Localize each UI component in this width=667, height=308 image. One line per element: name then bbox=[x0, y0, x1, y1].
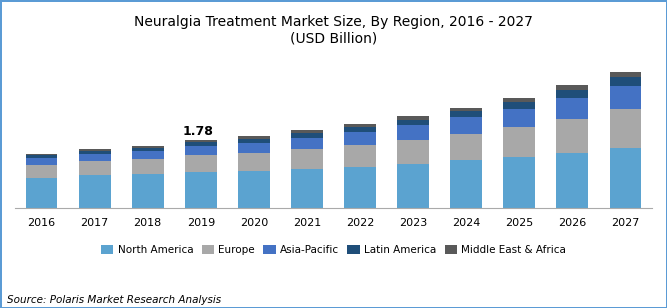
Bar bbox=[132, 151, 163, 159]
Bar bbox=[238, 171, 269, 208]
Bar bbox=[132, 146, 163, 148]
Bar bbox=[291, 130, 323, 133]
Bar bbox=[344, 132, 376, 145]
Bar bbox=[185, 172, 217, 208]
Bar bbox=[79, 154, 111, 161]
Bar bbox=[504, 157, 535, 208]
Bar bbox=[344, 167, 376, 208]
Text: Source: Polaris Market Research Analysis: Source: Polaris Market Research Analysis bbox=[7, 295, 221, 305]
Bar bbox=[238, 143, 269, 153]
Bar bbox=[79, 176, 111, 208]
Bar bbox=[132, 159, 163, 174]
Bar bbox=[398, 120, 429, 125]
Bar bbox=[25, 178, 57, 208]
Bar bbox=[504, 127, 535, 157]
Bar bbox=[79, 149, 111, 151]
Bar bbox=[238, 136, 269, 139]
Bar bbox=[185, 140, 217, 142]
Bar bbox=[25, 158, 57, 165]
Bar bbox=[291, 137, 323, 149]
Bar bbox=[450, 117, 482, 134]
Bar bbox=[398, 125, 429, 140]
Legend: North America, Europe, Asia-Pacific, Latin America, Middle East & Africa: North America, Europe, Asia-Pacific, Lat… bbox=[97, 241, 570, 259]
Bar bbox=[504, 98, 535, 102]
Bar bbox=[185, 155, 217, 172]
Bar bbox=[398, 116, 429, 120]
Bar bbox=[238, 153, 269, 171]
Bar bbox=[344, 124, 376, 127]
Bar bbox=[610, 86, 642, 109]
Bar bbox=[556, 153, 588, 208]
Bar bbox=[25, 154, 57, 156]
Bar bbox=[450, 108, 482, 111]
Bar bbox=[610, 77, 642, 86]
Bar bbox=[132, 174, 163, 208]
Bar bbox=[556, 98, 588, 119]
Bar bbox=[25, 165, 57, 178]
Bar bbox=[556, 119, 588, 153]
Title: Neuralgia Treatment Market Size, By Region, 2016 - 2027
(USD Billion): Neuralgia Treatment Market Size, By Regi… bbox=[134, 15, 533, 45]
Bar bbox=[610, 72, 642, 77]
Bar bbox=[398, 140, 429, 164]
Bar bbox=[504, 102, 535, 109]
Bar bbox=[556, 90, 588, 98]
Text: 1.78: 1.78 bbox=[183, 125, 213, 138]
Bar bbox=[450, 160, 482, 208]
Bar bbox=[450, 134, 482, 160]
Bar bbox=[238, 139, 269, 143]
Bar bbox=[450, 111, 482, 117]
Bar bbox=[185, 142, 217, 146]
Bar bbox=[504, 109, 535, 127]
Bar bbox=[79, 161, 111, 176]
Bar bbox=[291, 133, 323, 137]
Bar bbox=[79, 151, 111, 154]
Bar bbox=[132, 148, 163, 151]
Bar bbox=[291, 149, 323, 169]
Bar bbox=[344, 145, 376, 167]
Bar bbox=[291, 169, 323, 208]
Bar bbox=[25, 156, 57, 158]
Bar bbox=[610, 109, 642, 148]
Bar bbox=[556, 85, 588, 90]
Bar bbox=[610, 148, 642, 208]
Bar bbox=[398, 164, 429, 208]
Bar bbox=[344, 127, 376, 132]
Bar bbox=[185, 146, 217, 155]
